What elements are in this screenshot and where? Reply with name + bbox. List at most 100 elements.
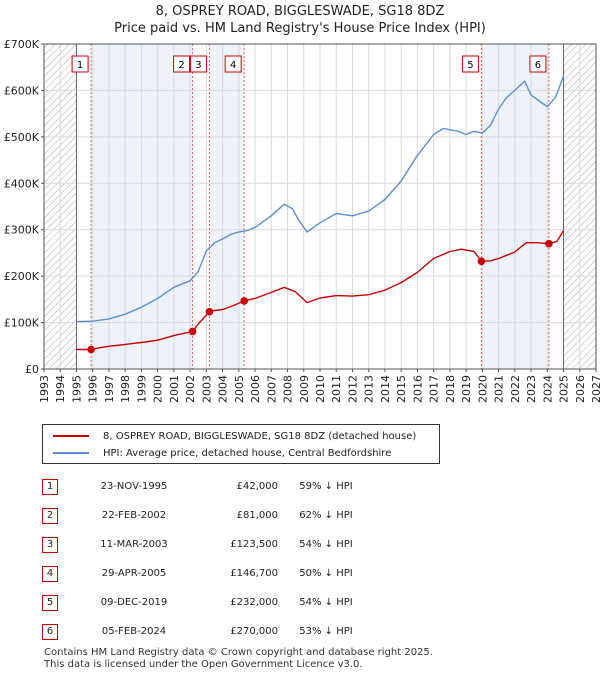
table-row: 1 23-NOV-1995 £42,000 59% ↓ HPI: [42, 472, 374, 501]
footer: Contains HM Land Registry data © Crown c…: [44, 647, 433, 671]
y-tick-label: £700K: [4, 38, 40, 51]
table-row: 3 11-MAR-2003 £123,500 54% ↓ HPI: [42, 530, 374, 559]
legend-item-hpi: HPI: Average price, detached house, Cent…: [53, 445, 391, 461]
x-tick-label: 2002: [184, 375, 197, 403]
sale-date: 22-FEB-2002: [101, 510, 167, 521]
x-tick-label: 2001: [168, 375, 181, 403]
sale-number-badge: 5: [42, 594, 58, 611]
table-row: 2 22-FEB-2002 £81,000 62% ↓ HPI: [42, 501, 374, 530]
x-tick-label: 2027: [590, 375, 600, 403]
sale-price: £42,000: [236, 481, 278, 492]
sale-label: 5: [467, 60, 473, 71]
x-tick-label: 2000: [152, 375, 165, 403]
sale-hpi-diff: 62% ↓ HPI: [299, 510, 353, 521]
sale-point: [240, 297, 248, 305]
legend-label-property: 8, OSPREY ROAD, BIGGLESWADE, SG18 8DZ (d…: [103, 430, 417, 442]
x-tick-label: 2005: [233, 375, 246, 403]
x-tick-label: 2018: [444, 375, 457, 403]
sale-price: £232,000: [230, 597, 278, 608]
y-tick-label: £500K: [4, 131, 40, 144]
sale-label-box: [173, 55, 191, 73]
x-tick-label: 1998: [119, 375, 132, 403]
sale-point: [545, 239, 553, 248]
legend-swatch-property: [53, 435, 89, 437]
sale-date: 05-FEB-2024: [101, 626, 167, 637]
x-tick-label: 2013: [363, 375, 376, 403]
sale-label-box: [529, 55, 547, 73]
sale-number-badge: 4: [42, 565, 58, 582]
x-tick-label: 2023: [525, 375, 538, 403]
footer-copyright: Contains HM Land Registry data © Crown c…: [44, 647, 433, 658]
sale-hpi-diff: 50% ↓ HPI: [299, 568, 353, 579]
series-line-property: [76, 230, 565, 351]
sale-number-badge: 2: [42, 507, 58, 524]
x-tick-label: 2008: [282, 375, 295, 403]
x-tick-label: 2022: [509, 375, 522, 403]
sale-label-box: [224, 55, 242, 73]
y-tick-label: £200K: [4, 270, 40, 283]
x-tick-label: 1993: [38, 375, 51, 403]
x-tick-label: 2019: [460, 375, 473, 403]
x-tick-label: 2017: [428, 375, 441, 403]
sale-price: £123,500: [230, 539, 278, 550]
sale-label: 2: [178, 60, 184, 71]
sale-number-badge: 1: [42, 478, 58, 495]
sale-point: [205, 307, 214, 316]
sale-label-box: [71, 55, 89, 73]
x-tick-label: 2024: [541, 375, 554, 403]
sale-date: 09-DEC-2019: [100, 597, 168, 608]
sale-date: 29-APR-2005: [101, 568, 167, 579]
x-tick-label: 2014: [379, 375, 392, 403]
table-row: 5 09-DEC-2019 £232,000 54% ↓ HPI: [42, 588, 374, 617]
table-row: 4 29-APR-2005 £146,700 50% ↓ HPI: [42, 559, 374, 588]
x-tick-label: 2009: [298, 375, 311, 403]
x-tick-label: 2021: [493, 375, 506, 403]
sales-table: 1 23-NOV-1995 £42,000 59% ↓ HPI 2 22-FEB…: [42, 472, 374, 646]
y-tick-label: £600K: [4, 84, 40, 97]
sale-hpi-diff: 53% ↓ HPI: [299, 626, 353, 637]
sale-point: [477, 257, 486, 266]
sale-number-badge: 3: [42, 536, 58, 553]
legend-item-property: 8, OSPREY ROAD, BIGGLESWADE, SG18 8DZ (d…: [53, 428, 416, 444]
sale-number-badge: 6: [42, 623, 58, 640]
x-tick-label: 1996: [87, 375, 100, 403]
sale-price: £81,000: [236, 510, 278, 521]
y-tick-label: £400K: [4, 177, 40, 190]
chart-subtitle: Price paid vs. HM Land Registry's House …: [114, 21, 486, 36]
x-tick-label: 2015: [395, 375, 408, 403]
sale-date: 11-MAR-2003: [100, 539, 168, 550]
y-tick-label: £300K: [4, 224, 40, 237]
y-tick-label: £0: [25, 363, 39, 376]
sale-point: [87, 345, 95, 354]
x-tick-label: 2020: [476, 375, 489, 403]
x-tick-label: 2026: [574, 375, 587, 403]
sale-label-box: [461, 55, 479, 73]
sale-label: 6: [535, 60, 541, 71]
sale-price: £270,000: [230, 626, 278, 637]
y-tick-label: £100K: [4, 317, 40, 330]
chart-title: 8, OSPREY ROAD, BIGGLESWADE, SG18 8DZ: [155, 4, 445, 19]
sale-label: 1: [77, 60, 83, 71]
series-line-hpi: [76, 76, 565, 323]
sale-label: 4: [230, 60, 236, 71]
sale-label-box: [189, 55, 207, 73]
sale-label: 3: [195, 60, 201, 71]
x-tick-label: 1995: [70, 375, 83, 403]
legend: 8, OSPREY ROAD, BIGGLESWADE, SG18 8DZ (d…: [42, 424, 440, 464]
x-tick-label: 2010: [314, 375, 327, 403]
sale-point: [188, 327, 197, 336]
x-tick-label: 2025: [558, 375, 571, 403]
legend-label-hpi: HPI: Average price, detached house, Cent…: [103, 447, 392, 459]
sale-hpi-diff: 54% ↓ HPI: [299, 597, 353, 608]
x-tick-label: 2004: [217, 375, 230, 403]
x-tick-label: 2003: [200, 375, 213, 403]
x-tick-label: 2011: [330, 375, 343, 403]
x-tick-label: 2006: [249, 375, 262, 403]
sale-date: 23-NOV-1995: [100, 481, 168, 492]
sale-price: £146,700: [230, 568, 278, 579]
sale-hpi-diff: 59% ↓ HPI: [299, 481, 353, 492]
x-tick-label: 1999: [135, 375, 148, 403]
x-tick-label: 1994: [54, 375, 67, 403]
x-tick-label: 2012: [346, 375, 359, 403]
